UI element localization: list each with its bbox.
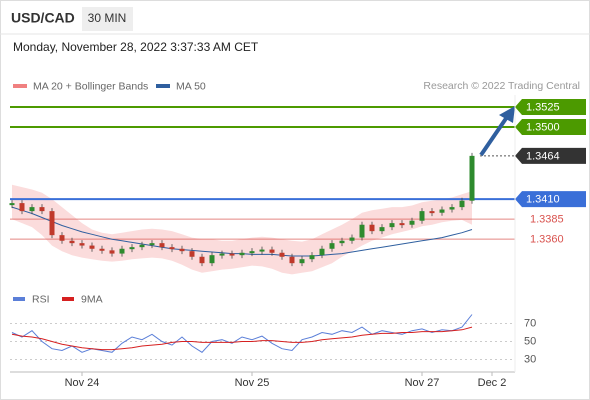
interval: 30 MIN bbox=[88, 11, 127, 25]
candle bbox=[179, 248, 185, 252]
legend-swatch bbox=[62, 297, 74, 301]
arrow-head bbox=[499, 106, 515, 123]
legend-label: 9MA bbox=[81, 293, 103, 305]
candle bbox=[69, 240, 75, 244]
level-tag bbox=[515, 99, 586, 116]
level-tag bbox=[515, 191, 586, 208]
candle bbox=[379, 227, 385, 232]
plot: 1.3525 1.3500 1.3464 1.3410 1.3385 1.3360 MA 2… bbox=[9, 80, 586, 389]
candle bbox=[229, 253, 235, 256]
candle bbox=[129, 247, 135, 250]
candle bbox=[79, 243, 85, 246]
legend-swatch bbox=[156, 84, 170, 88]
candle bbox=[359, 224, 365, 238]
candle bbox=[59, 235, 65, 241]
level-label: 1.3385 bbox=[530, 214, 564, 226]
candle bbox=[429, 211, 435, 214]
y-tick-label: 50 bbox=[524, 335, 536, 347]
x-tick-label: Nov 27 bbox=[405, 377, 440, 389]
y-tick-label: 30 bbox=[524, 353, 536, 365]
x-tick-label: Nov 25 bbox=[235, 377, 270, 389]
level-tag bbox=[515, 147, 586, 164]
candle bbox=[249, 251, 255, 254]
rsi-line bbox=[11, 326, 473, 351]
candle bbox=[109, 250, 115, 254]
candle bbox=[309, 255, 315, 260]
candle bbox=[239, 252, 245, 256]
candle bbox=[289, 256, 295, 264]
candle bbox=[319, 248, 325, 256]
candle bbox=[459, 200, 465, 208]
candle bbox=[299, 259, 305, 264]
candle bbox=[199, 256, 205, 264]
candle bbox=[449, 207, 455, 210]
candle bbox=[399, 223, 405, 226]
candle bbox=[439, 209, 445, 213]
candle bbox=[419, 211, 425, 221]
source: Research © 2022 Trading Central bbox=[423, 80, 580, 92]
candle bbox=[89, 245, 95, 249]
interval-box bbox=[82, 7, 133, 31]
candle bbox=[119, 248, 125, 254]
level-label: 1.3410 bbox=[526, 194, 560, 206]
level-tag bbox=[515, 119, 586, 136]
candle bbox=[209, 255, 215, 264]
legend-label: MA 50 bbox=[176, 80, 206, 92]
candle bbox=[139, 244, 145, 248]
bollinger-band bbox=[12, 184, 472, 275]
level-label: 1.3360 bbox=[530, 234, 564, 246]
candle bbox=[339, 240, 345, 244]
legend-swatch bbox=[13, 84, 27, 88]
level-label: 1.3525 bbox=[526, 101, 560, 113]
timestamp: Monday, November 28, 2022 3:37:33 AM CET bbox=[13, 40, 259, 54]
candle bbox=[19, 203, 25, 212]
level-label: 1.3464 bbox=[526, 150, 560, 162]
candle bbox=[159, 243, 165, 248]
candle bbox=[99, 248, 105, 251]
candle bbox=[389, 223, 395, 228]
x-tick-label: Dec 2 bbox=[478, 377, 507, 389]
candle bbox=[49, 211, 55, 236]
candle bbox=[29, 207, 35, 212]
candle bbox=[369, 224, 375, 232]
y-tick-label: 70 bbox=[524, 317, 536, 329]
legend-label: RSI bbox=[32, 293, 50, 305]
candle bbox=[149, 243, 155, 246]
symbol: USD/CAD bbox=[11, 10, 75, 26]
candle bbox=[279, 252, 285, 257]
candle bbox=[269, 249, 275, 253]
legend-label: MA 20 + Bollinger Bands bbox=[33, 80, 148, 92]
candle bbox=[409, 220, 415, 225]
candle bbox=[169, 247, 175, 250]
candle bbox=[39, 207, 45, 212]
arrow-shaft bbox=[479, 115, 509, 157]
level-label: 1.3500 bbox=[526, 121, 560, 133]
candle bbox=[329, 243, 335, 249]
candle bbox=[349, 237, 355, 241]
legend-swatch bbox=[13, 297, 25, 301]
candle bbox=[9, 203, 15, 206]
candle bbox=[469, 155, 475, 201]
candle bbox=[189, 251, 195, 257]
candle bbox=[219, 253, 225, 256]
candle bbox=[259, 249, 265, 252]
x-tick-label: Nov 24 bbox=[65, 377, 100, 389]
